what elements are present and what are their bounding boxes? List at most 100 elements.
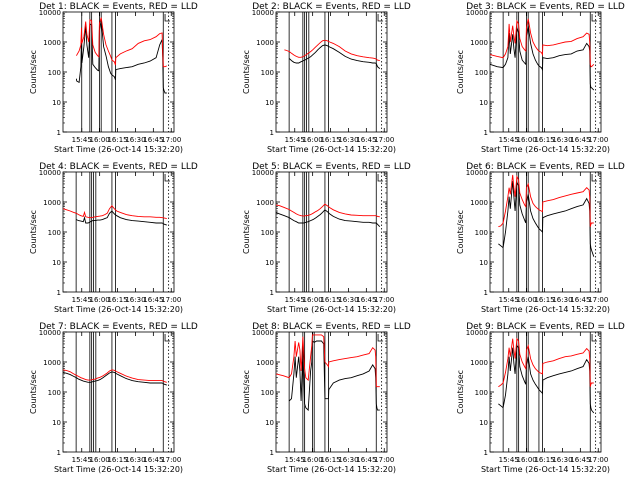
x-axis-label: Start Time (26-Oct-14 15:32:20) xyxy=(481,305,610,314)
x-tick-label: 15:45 xyxy=(285,456,305,464)
panel-title: Det 2: BLACK = Events, RED = LLD xyxy=(252,2,411,12)
series-events-line xyxy=(498,344,595,414)
x-tick-label: 15:45 xyxy=(499,296,519,304)
x-tick-label: 16:00 xyxy=(303,296,323,304)
y-tick-label: 10 xyxy=(52,99,61,107)
x-tick-label: 16:30 xyxy=(338,456,358,464)
detector-panel-4: Det 4: BLACK = Events, RED = LLD Counts/s… xyxy=(29,162,198,314)
y-tick-label: 1000 xyxy=(43,39,61,47)
x-tick-label: 16:45 xyxy=(570,296,590,304)
x-tick-label: 16:15 xyxy=(107,456,127,464)
x-tick-label: 16:15 xyxy=(534,456,554,464)
x-tick-label: 16:45 xyxy=(570,456,590,464)
series-lld-line xyxy=(275,203,380,218)
y-tick-label: 1000 xyxy=(256,199,274,207)
series-lld-line xyxy=(275,334,380,388)
x-tick-label: 16:30 xyxy=(552,296,572,304)
plot-frame xyxy=(489,11,602,133)
x-tick-label: 16:15 xyxy=(534,296,554,304)
y-tick-label: 10000 xyxy=(252,169,274,177)
x-tick-label: 16:00 xyxy=(90,136,110,144)
y-tick-label: 1000 xyxy=(43,359,61,367)
x-tick-label: 16:30 xyxy=(552,456,572,464)
detector-panel-6: Det 6: BLACK = Events, RED = LLD Counts/s… xyxy=(456,162,625,314)
panel-title: Det 3: BLACK = Events, RED = LLD xyxy=(466,2,625,12)
y-axis-label: Counts/sec xyxy=(456,210,465,254)
x-tick-label: 16:00 xyxy=(517,136,537,144)
x-tick-label: 15:45 xyxy=(72,296,92,304)
plot-frame xyxy=(62,11,175,133)
detector-panel-1: Det 1: BLACK = Events, RED = LLD Counts/s… xyxy=(29,2,198,154)
x-tick-label: 17:00 xyxy=(374,136,394,144)
x-tick-label: 17:00 xyxy=(374,456,394,464)
x-tick-label: 16:00 xyxy=(517,296,537,304)
x-tick-label: 17:00 xyxy=(588,456,608,464)
detector-panel-2: Det 2: BLACK = Events, RED = LLD Counts/s… xyxy=(242,2,411,154)
y-tick-label: 1 xyxy=(484,449,488,457)
y-tick-label: 100 xyxy=(261,69,274,77)
corner-bracket-marker xyxy=(164,14,171,22)
x-tick-label: 16:45 xyxy=(356,136,376,144)
corner-bracket-marker xyxy=(591,174,598,182)
y-tick-label: 1000 xyxy=(470,359,488,367)
x-tick-label: 15:45 xyxy=(72,136,92,144)
series-events-line xyxy=(288,340,380,412)
x-axis-label: Start Time (26-Oct-14 15:32:20) xyxy=(267,145,396,154)
y-tick-label: 1 xyxy=(484,129,488,137)
y-tick-label: 1000 xyxy=(256,359,274,367)
plot-frame xyxy=(275,171,388,293)
y-tick-label: 10 xyxy=(479,419,488,427)
series-events-line xyxy=(275,209,381,228)
y-tick-label: 1000 xyxy=(470,39,488,47)
y-axis-label: Counts/sec xyxy=(242,370,251,414)
corner-bracket-marker xyxy=(377,174,384,182)
y-tick-label: 100 xyxy=(261,389,274,397)
x-tick-label: 16:30 xyxy=(125,456,145,464)
panel-title: Det 4: BLACK = Events, RED = LLD xyxy=(39,162,198,172)
series-lld-line xyxy=(489,18,595,68)
detector-panel-8: Det 8: BLACK = Events, RED = LLD Counts/s… xyxy=(242,322,411,474)
series-events-line xyxy=(289,44,381,69)
panel-title: Det 5: BLACK = Events, RED = LLD xyxy=(252,162,411,172)
plot-frame xyxy=(489,331,602,453)
plot-frame xyxy=(275,331,388,453)
y-tick-label: 1 xyxy=(484,289,488,297)
y-tick-label: 100 xyxy=(475,389,488,397)
y-tick-label: 10 xyxy=(265,419,274,427)
plot-frame xyxy=(275,11,388,133)
x-tick-label: 16:15 xyxy=(320,136,340,144)
plot-frame xyxy=(62,331,175,453)
panel-title: Det 1: BLACK = Events, RED = LLD xyxy=(39,2,198,12)
panel-title: Det 7: BLACK = Events, RED = LLD xyxy=(39,322,198,332)
y-tick-label: 1 xyxy=(270,289,274,297)
plot-frame xyxy=(62,171,175,293)
x-tick-label: 15:45 xyxy=(499,136,519,144)
y-tick-label: 10000 xyxy=(39,9,61,17)
series-lld-line xyxy=(284,39,380,62)
y-tick-label: 100 xyxy=(475,69,488,77)
y-axis-label: Counts/sec xyxy=(456,50,465,94)
y-tick-label: 10000 xyxy=(466,169,488,177)
x-tick-label: 16:45 xyxy=(143,296,163,304)
x-tick-label: 17:00 xyxy=(588,296,608,304)
x-tick-label: 16:30 xyxy=(338,296,358,304)
y-tick-label: 10 xyxy=(265,99,274,107)
corner-bracket-marker xyxy=(164,334,171,342)
x-axis-label: Start Time (26-Oct-14 15:32:20) xyxy=(54,145,183,154)
x-tick-label: 16:30 xyxy=(125,296,145,304)
x-axis-label: Start Time (26-Oct-14 15:32:20) xyxy=(267,465,396,474)
x-tick-label: 16:45 xyxy=(143,136,163,144)
y-tick-label: 1 xyxy=(57,449,61,457)
series-lld-line xyxy=(62,204,167,220)
x-tick-label: 16:00 xyxy=(517,456,537,464)
x-tick-label: 16:15 xyxy=(320,296,340,304)
detector-panel-3: Det 3: BLACK = Events, RED = LLD Counts/s… xyxy=(456,2,625,154)
y-axis-label: Counts/sec xyxy=(456,370,465,414)
y-tick-label: 1000 xyxy=(43,199,61,207)
series-events-line xyxy=(62,371,167,386)
y-axis-label: Counts/sec xyxy=(242,210,251,254)
corner-bracket-marker xyxy=(591,334,598,342)
x-axis-label: Start Time (26-Oct-14 15:32:20) xyxy=(481,465,610,474)
x-tick-label: 16:00 xyxy=(303,136,323,144)
x-tick-label: 16:00 xyxy=(303,456,323,464)
